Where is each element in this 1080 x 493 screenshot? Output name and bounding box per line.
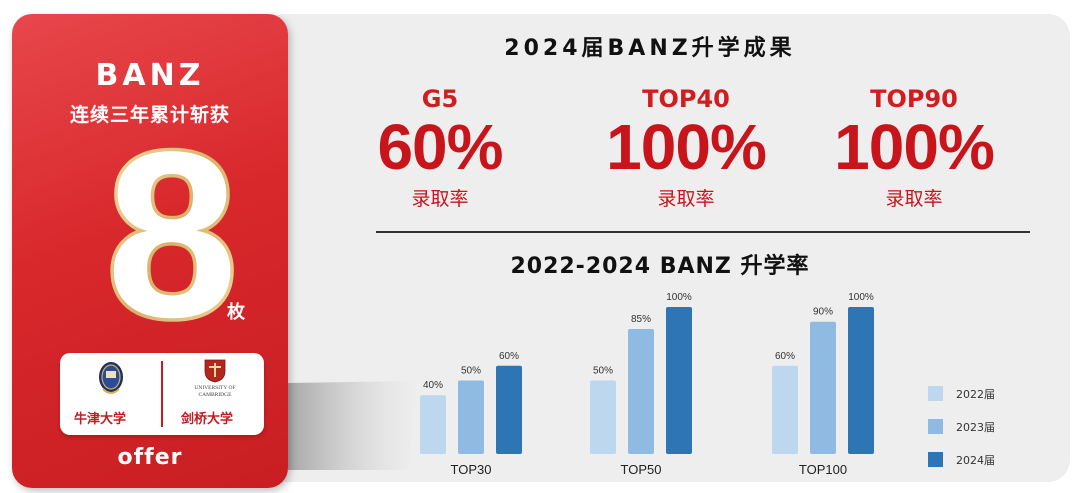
data-label: 40% — [423, 380, 443, 391]
category-label: TOP50 — [621, 462, 662, 477]
svg-text:8: 8 — [106, 124, 237, 344]
stat-label: G5 — [421, 85, 459, 113]
section-divider — [376, 231, 1030, 233]
offer-label: offer — [117, 445, 183, 470]
stat-value: 100% — [834, 111, 995, 183]
legend-swatch — [928, 386, 943, 401]
data-label: 60% — [775, 351, 795, 362]
category-label: TOP100 — [799, 462, 847, 477]
legend-label: 2024届 — [956, 454, 995, 467]
stat-value: 60% — [377, 111, 503, 183]
bar — [590, 380, 616, 454]
stat-top90: TOP90 100% 录取率 — [814, 84, 1014, 211]
stat-label: TOP90 — [870, 85, 958, 113]
shadow-wedge — [288, 381, 418, 470]
results-title: 2024届BANZ升学成果 — [504, 36, 796, 61]
offer-count: 8 — [103, 124, 241, 344]
bar — [772, 365, 798, 454]
card-subtitle: 连续三年累计斩获 — [69, 104, 230, 126]
bar — [848, 307, 874, 454]
cambridge-crest-text: UNIVERSITY OF CAMBRIDGE — [194, 385, 236, 398]
bar — [628, 329, 654, 454]
data-label: 90% — [813, 307, 833, 318]
bar — [666, 307, 692, 454]
stat-caption: 录取率 — [411, 188, 469, 210]
legend-swatch — [928, 452, 943, 467]
stat-top40: TOP40 100% 录取率 — [586, 84, 786, 211]
data-label: 50% — [461, 366, 481, 377]
data-label: 85% — [631, 314, 651, 325]
stat-value: 100% — [606, 111, 767, 183]
legend-label: 2022届 — [956, 388, 995, 401]
bar — [420, 395, 446, 454]
bar — [496, 365, 522, 454]
bar — [810, 321, 836, 454]
university-logos: 牛津大学 UNIVERSITY OF CAMBRIDGE 剑桥大学 — [60, 353, 264, 435]
data-label: 100% — [848, 292, 874, 303]
bar — [458, 380, 484, 454]
stat-caption: 录取率 — [885, 188, 943, 210]
data-label: 100% — [666, 292, 692, 303]
data-label: 60% — [499, 351, 519, 362]
stat-g5: G5 60% 录取率 — [340, 84, 540, 211]
oxford-name: 牛津大学 — [74, 412, 127, 427]
legend-swatch — [928, 419, 943, 434]
cambridge-crest-icon — [204, 359, 226, 383]
category-label: TOP30 — [451, 462, 492, 477]
achievement-card: BANZ 连续三年累计斩获 8 枚 牛津大学 UNIVERSITY OF CAM… — [12, 14, 288, 488]
cambridge-name: 剑桥大学 — [181, 412, 234, 427]
stat-caption: 录取率 — [657, 188, 715, 210]
oxford-crest-icon — [99, 362, 123, 394]
logo-divider — [161, 361, 163, 427]
count-unit: 枚 — [227, 302, 245, 323]
brand-title: BANZ — [95, 58, 205, 93]
legend-label: 2023届 — [956, 421, 995, 434]
stat-label: TOP40 — [642, 85, 730, 113]
chart-title: 2022-2024 BANZ 升学率 — [510, 254, 810, 279]
data-label: 50% — [593, 366, 613, 377]
